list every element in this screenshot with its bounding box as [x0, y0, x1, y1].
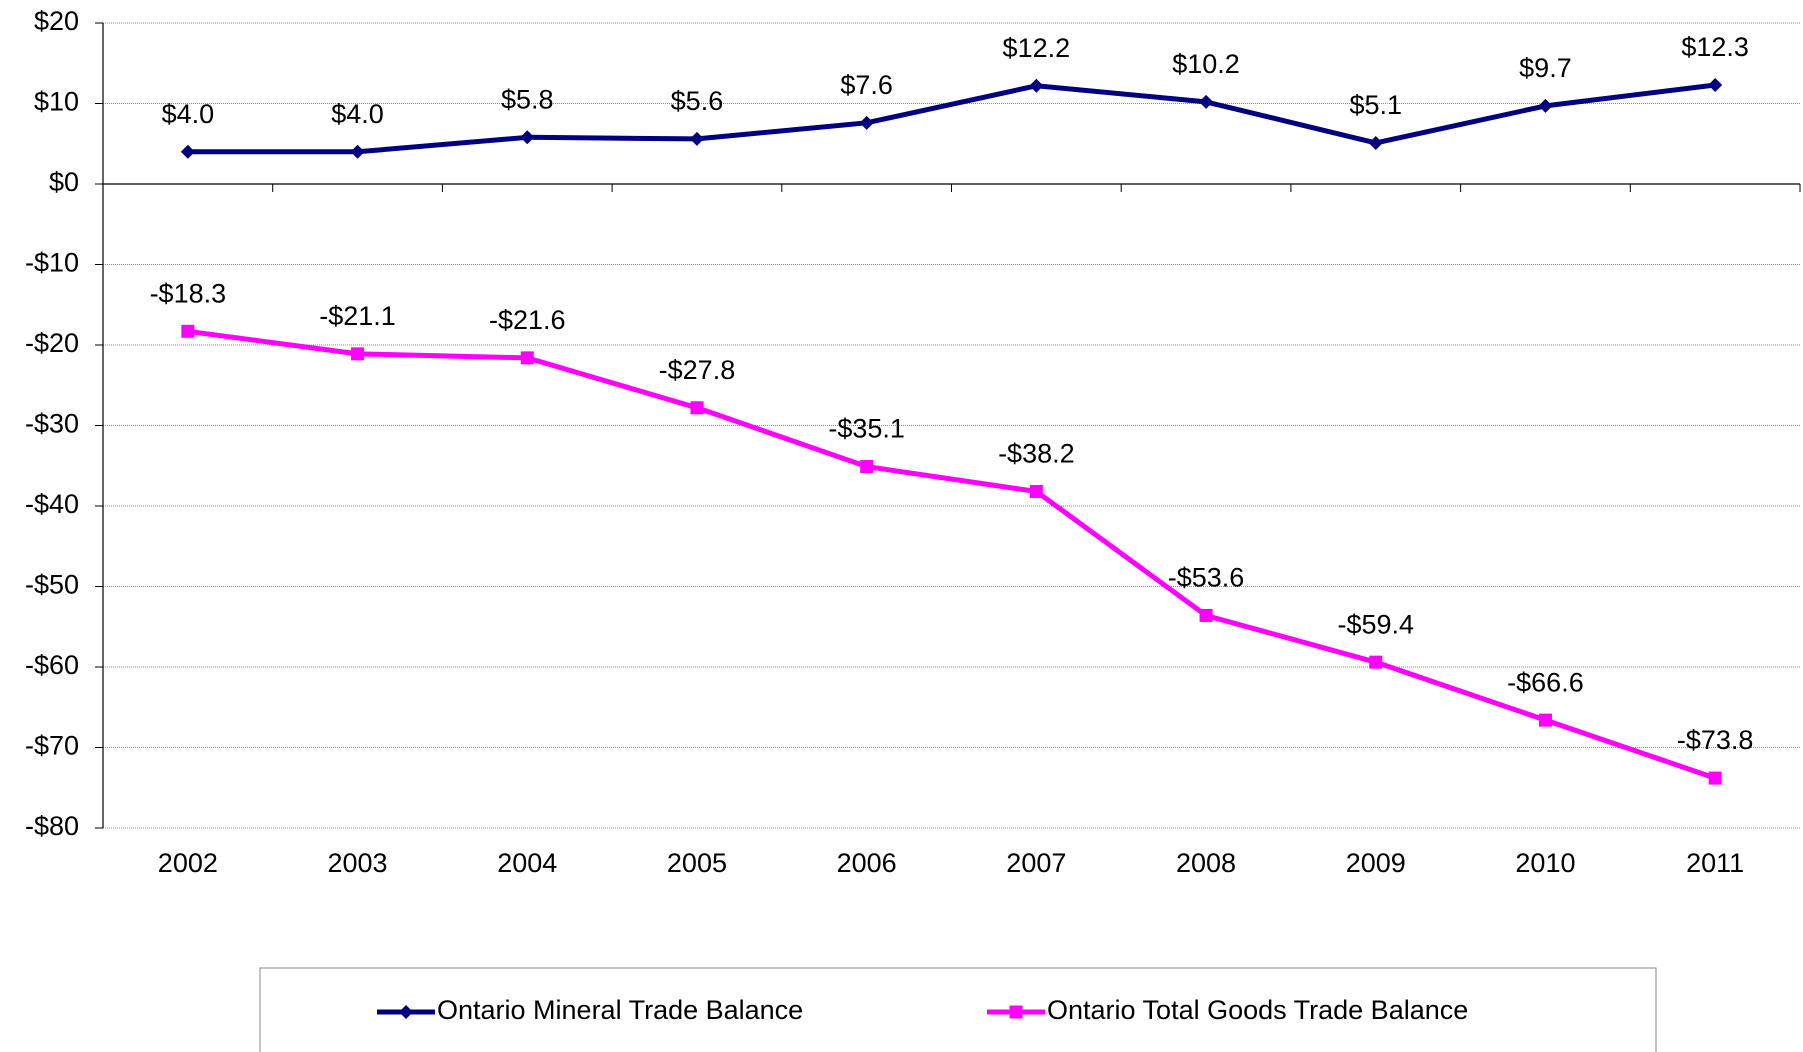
x-tick-label: 2007: [1006, 848, 1066, 878]
data-label: -$35.1: [828, 414, 905, 444]
data-point: [859, 115, 874, 130]
data-point: [1029, 485, 1043, 499]
data-point: [1199, 94, 1214, 109]
y-tick-label: -$30: [25, 409, 79, 439]
data-label: $10.2: [1172, 49, 1240, 79]
data-point: [350, 144, 365, 159]
x-tick-label: 2009: [1346, 848, 1406, 878]
x-tick-label: 2008: [1176, 848, 1236, 878]
data-point: [690, 401, 704, 415]
data-point: [180, 144, 195, 159]
legend-label: Ontario Total Goods Trade Balance: [1047, 995, 1468, 1025]
x-tick-label: 2010: [1515, 848, 1575, 878]
x-tick-label: 2003: [328, 848, 388, 878]
x-tick-label: 2004: [497, 848, 557, 878]
data-point: [1368, 135, 1383, 150]
y-tick-label: $20: [34, 6, 79, 36]
data-point: [351, 347, 365, 361]
data-label: $12.2: [1003, 33, 1071, 63]
y-tick-label: $10: [34, 87, 79, 117]
y-tick-label: -$10: [25, 248, 79, 278]
data-point: [520, 351, 534, 365]
data-label: -$73.8: [1677, 725, 1754, 755]
y-tick-label: -$40: [25, 489, 79, 519]
data-label: -$38.2: [998, 439, 1075, 469]
series-line: [187, 328, 1716, 781]
data-label: $7.6: [840, 70, 893, 100]
data-point: [1029, 78, 1044, 93]
data-point: [1708, 771, 1722, 785]
data-label: -$21.6: [489, 305, 566, 335]
x-tick-label: 2006: [837, 848, 897, 878]
data-point: [1369, 655, 1383, 669]
legend-label: Ontario Mineral Trade Balance: [437, 995, 803, 1025]
y-tick-label: -$50: [25, 570, 79, 600]
legend-box: [259, 967, 1657, 1052]
data-point: [860, 460, 874, 474]
data-label: -$27.8: [659, 355, 736, 385]
y-tick-label: -$70: [25, 731, 79, 761]
data-label: -$18.3: [150, 278, 227, 308]
data-label: -$59.4: [1337, 609, 1414, 639]
data-point: [1538, 98, 1553, 113]
data-label: $4.0: [331, 99, 384, 129]
data-label: $5.6: [671, 86, 724, 116]
data-label: $5.8: [501, 84, 554, 114]
legend-marker: [1009, 1005, 1023, 1019]
series-line: [187, 82, 1716, 155]
y-tick-label: -$60: [25, 650, 79, 680]
x-tick-label: 2002: [158, 848, 218, 878]
data-label: -$21.1: [319, 301, 396, 331]
data-label: $5.1: [1349, 90, 1402, 120]
data-point: [1538, 713, 1552, 727]
y-tick-label: $0: [49, 167, 79, 197]
data-label: -$66.6: [1507, 667, 1584, 697]
data-point: [1708, 77, 1723, 92]
y-tick-label: -$20: [25, 328, 79, 358]
data-label: $4.0: [162, 99, 215, 129]
data-label: $9.7: [1519, 53, 1572, 83]
data-point: [181, 324, 195, 338]
data-label: $12.3: [1681, 32, 1749, 62]
y-tick-label: -$80: [25, 811, 79, 841]
data-point: [520, 130, 535, 145]
x-tick-label: 2005: [667, 848, 727, 878]
legend-marker: [399, 1005, 413, 1019]
data-label: -$53.6: [1168, 563, 1245, 593]
data-point: [689, 131, 704, 146]
data-point: [1199, 608, 1213, 622]
x-tick-label: 2011: [1686, 848, 1744, 878]
